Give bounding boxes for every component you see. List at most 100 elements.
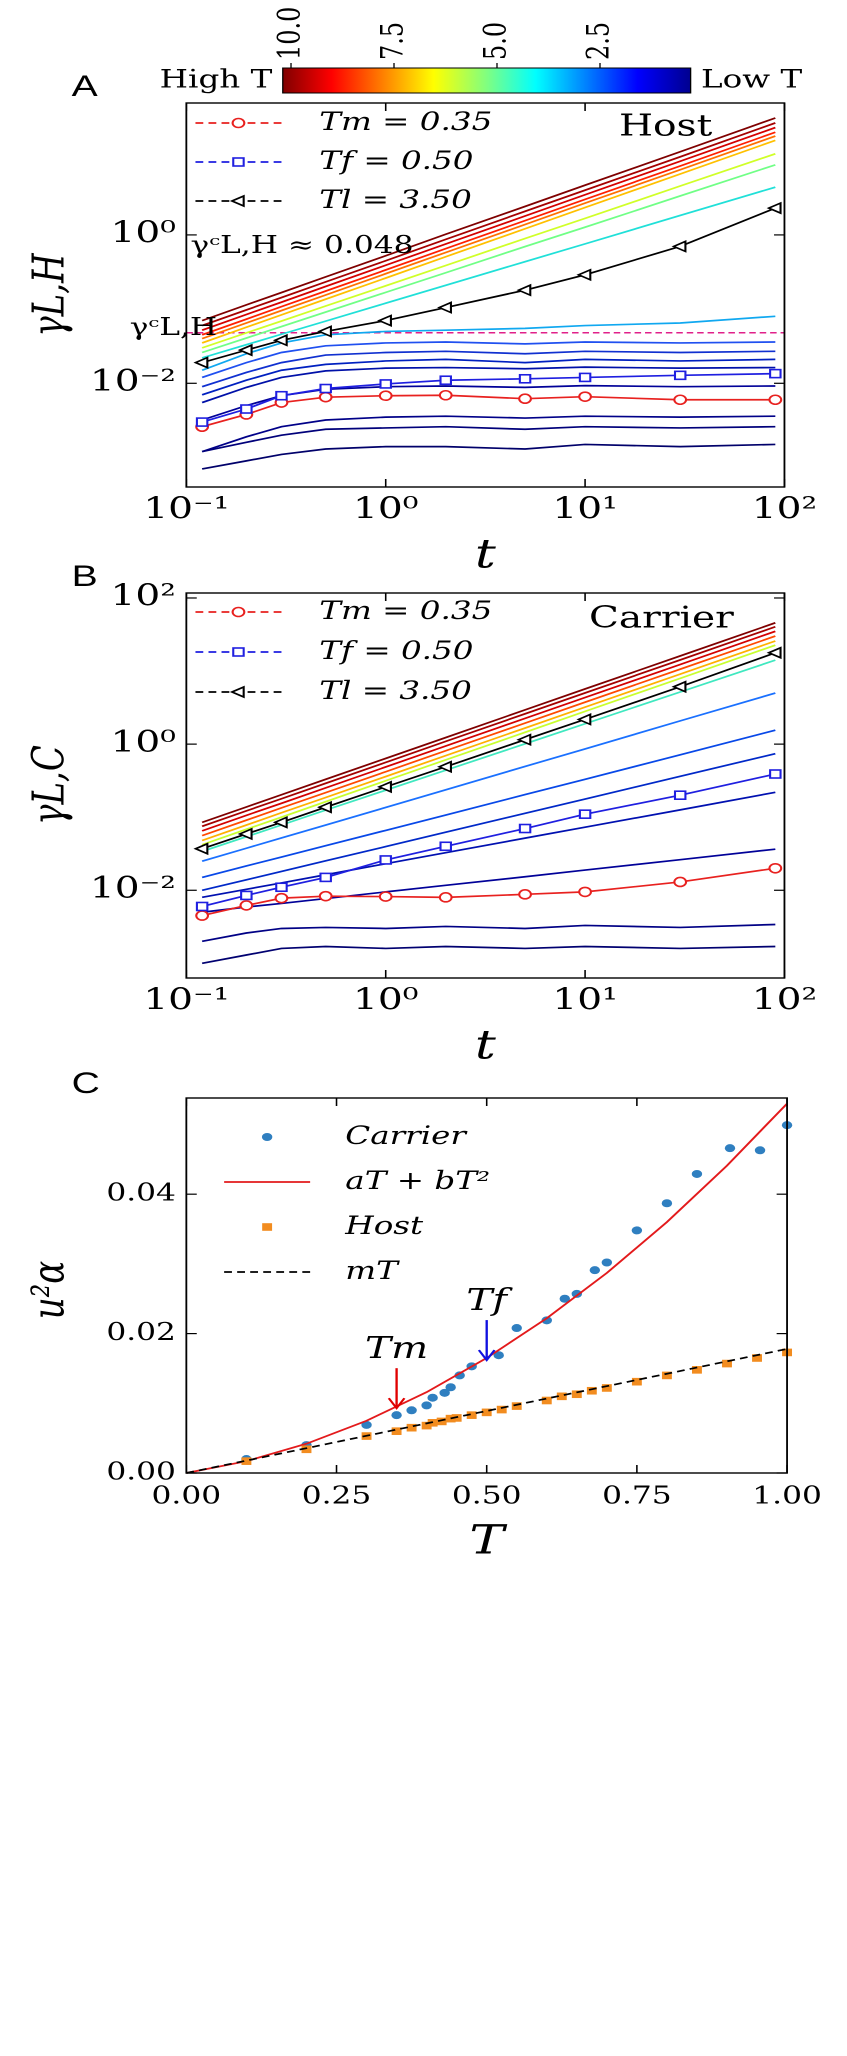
marker: [438, 892, 453, 903]
y-axis-label: γL,C: [23, 745, 75, 825]
series-line: [201, 139, 776, 344]
marker: [275, 390, 288, 401]
marker: [439, 1388, 450, 1397]
marker: [377, 780, 392, 794]
marker: [518, 373, 532, 384]
marker: [576, 713, 592, 726]
annotation: Tm: [365, 1331, 428, 1365]
legend-marker: [229, 194, 245, 208]
x-tick-label: 10²: [752, 983, 817, 1017]
arrow-head: [477, 1349, 496, 1362]
series-line: [201, 117, 776, 322]
marker: [240, 890, 253, 901]
marker: [541, 1316, 552, 1325]
series-line: [201, 164, 776, 354]
marker: [673, 876, 688, 888]
marker: [240, 404, 253, 414]
marker: [766, 646, 782, 660]
y-tick-label: 0.04: [106, 1178, 176, 1206]
marker: [586, 1386, 597, 1395]
series-line: [201, 848, 776, 914]
colorbar-tick-label: 5.0: [476, 22, 513, 60]
y-axis-label: u²α: [23, 1261, 75, 1319]
plot-frame: [185, 592, 786, 979]
marker: [724, 1144, 736, 1153]
marker: [237, 827, 253, 841]
marker: [445, 1414, 456, 1423]
series-line: [201, 635, 776, 837]
legend-label: aT + bT²: [345, 1166, 490, 1195]
marker: [673, 790, 687, 800]
y-tick-label: 10⁰: [111, 216, 176, 250]
marker: [589, 1266, 601, 1275]
legend-label: Tl = 3.50: [319, 185, 472, 214]
series-line: [201, 341, 776, 379]
marker: [319, 383, 332, 394]
marker: [317, 325, 332, 338]
marker: [768, 394, 783, 406]
panel-letter: A: [72, 69, 99, 103]
marker: [661, 1199, 673, 1208]
marker: [752, 1354, 762, 1362]
series-line: [201, 651, 776, 850]
marker: [274, 892, 289, 904]
legend-marker: [231, 606, 246, 618]
series-line: [201, 443, 776, 470]
y-tick-label: 10⁻²: [90, 871, 176, 905]
x-tick-label: 1.00: [752, 1481, 822, 1509]
marker: [195, 901, 209, 912]
marker: [239, 900, 254, 911]
colorbar-tick-label: 7.5: [373, 22, 410, 60]
marker: [439, 375, 452, 386]
marker: [691, 1169, 703, 1178]
arrow-head: [387, 1397, 406, 1410]
series-line: [201, 131, 776, 336]
marker: [559, 1294, 571, 1303]
y-tick-label: 0.00: [106, 1457, 176, 1485]
marker: [541, 1396, 552, 1405]
series-line: [201, 791, 776, 899]
marker: [237, 343, 253, 357]
marker: [571, 1390, 582, 1399]
colorbar-high-label: High T: [160, 64, 273, 93]
marker: [195, 910, 210, 921]
marker: [496, 1405, 507, 1414]
series-line: [201, 366, 776, 404]
series-line: [201, 625, 776, 828]
marker: [318, 890, 333, 902]
legend-marker: [229, 685, 245, 699]
marker: [406, 1423, 417, 1432]
marker: [511, 1324, 522, 1333]
marker: [601, 1384, 612, 1392]
legend-label: Tm = 0.35: [319, 107, 492, 136]
x-tick-label: 0.25: [302, 1481, 372, 1509]
legend-label: Tm = 0.35: [319, 596, 492, 625]
series-line: [201, 923, 776, 943]
marker: [691, 1366, 702, 1374]
legend-marker: [232, 157, 245, 167]
marker: [193, 356, 209, 369]
annotation: γᶜL,H: [130, 312, 217, 340]
series-line: [201, 659, 776, 853]
x-tick-label: 10⁰: [353, 983, 418, 1017]
marker: [661, 1371, 672, 1380]
x-tick-label: 0.50: [452, 1481, 522, 1509]
series-line: [201, 752, 776, 892]
series-line: [201, 186, 776, 359]
x-tick-label: 10⁰: [353, 492, 418, 526]
marker: [769, 769, 782, 779]
series-line: [201, 630, 776, 832]
marker: [481, 1408, 492, 1417]
x-tick-label: 10⁻¹: [143, 983, 229, 1017]
marker: [518, 823, 532, 834]
colorbar-low-label: Low T: [701, 64, 803, 93]
marker: [438, 389, 453, 401]
series-line: [201, 350, 776, 388]
legend-label: mT: [345, 1256, 401, 1285]
y-tick-label: 0.02: [106, 1318, 176, 1346]
marker: [391, 1411, 402, 1420]
series-line: [201, 153, 776, 349]
series-line: [201, 207, 776, 364]
panel-letter: B: [72, 559, 98, 593]
series-line: [201, 773, 776, 908]
